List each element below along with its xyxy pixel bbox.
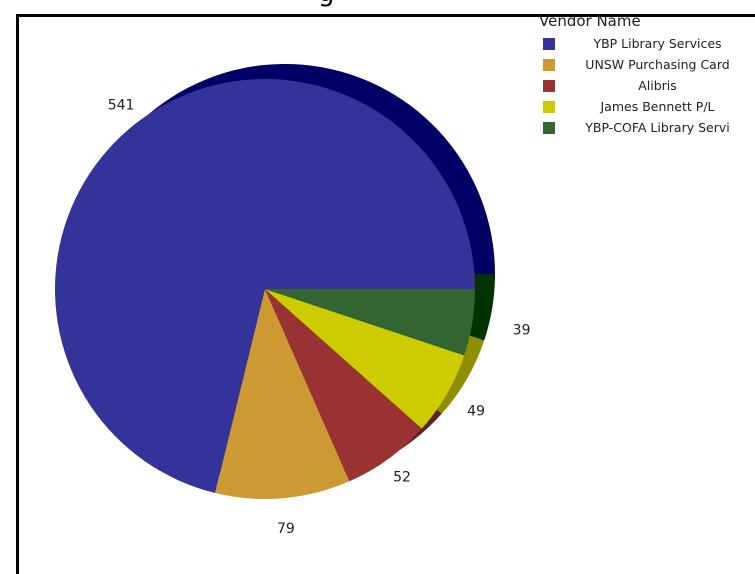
legend-swatch bbox=[543, 101, 555, 113]
data-label-james-bennett-p-l: 49 bbox=[467, 403, 485, 419]
legend-swatch bbox=[543, 59, 555, 71]
legend-swatch bbox=[543, 80, 555, 92]
legend-items: YBP Library Services UNSW Purchasing Card… bbox=[538, 34, 753, 139]
chart-title-glyph: g bbox=[318, 0, 335, 8]
legend-item-james-bennett-p-l: James Bennett P/L bbox=[538, 97, 753, 118]
legend-item-unsw-purchasing-card: UNSW Purchasing Card bbox=[538, 55, 753, 76]
pie-slice-ybp-library-services bbox=[55, 78, 476, 493]
data-label-ybp-library-services: 541 bbox=[108, 98, 135, 114]
pie-chart: 541 79 52 49 39 bbox=[55, 63, 531, 537]
pie-slice-alibris bbox=[265, 289, 422, 482]
legend: Vendor Name YBP Library Services UNSW Pur… bbox=[538, 12, 753, 139]
data-label-ybp-cofa-library-servi: 39 bbox=[513, 323, 531, 339]
pie-slice-ybp-cofa-library-servi bbox=[265, 289, 476, 356]
pie-slice-james-bennett-p-l bbox=[265, 289, 465, 429]
pie-slices-layer bbox=[55, 78, 476, 499]
legend-item-ybp-cofa-library-servi: YBP-COFA Library Servi bbox=[538, 118, 753, 139]
legend-label: YBP-COFA Library Servi bbox=[585, 120, 730, 135]
legend-label: James Bennett P/L bbox=[600, 99, 715, 114]
legend-item-alibris: Alibris bbox=[538, 76, 753, 97]
legend-item-ybp-library-services: YBP Library Services bbox=[538, 34, 753, 55]
data-label-unsw-purchasing-card: 79 bbox=[277, 521, 295, 537]
legend-swatch bbox=[543, 122, 555, 134]
data-label-alibris: 52 bbox=[393, 470, 411, 486]
chart-frame bbox=[16, 14, 755, 574]
legend-label: YBP Library Services bbox=[593, 36, 722, 51]
legend-swatch bbox=[543, 38, 555, 50]
pie-slice-unsw-purchasing-card bbox=[215, 289, 350, 499]
legend-label: UNSW Purchasing Card bbox=[585, 57, 730, 72]
chart-title-fragment: g bbox=[0, 0, 755, 14]
pie-labels-layer: 541 79 52 49 39 bbox=[108, 98, 531, 537]
legend-label: Alibris bbox=[638, 78, 677, 93]
legend-title: Vendor Name bbox=[539, 12, 641, 30]
